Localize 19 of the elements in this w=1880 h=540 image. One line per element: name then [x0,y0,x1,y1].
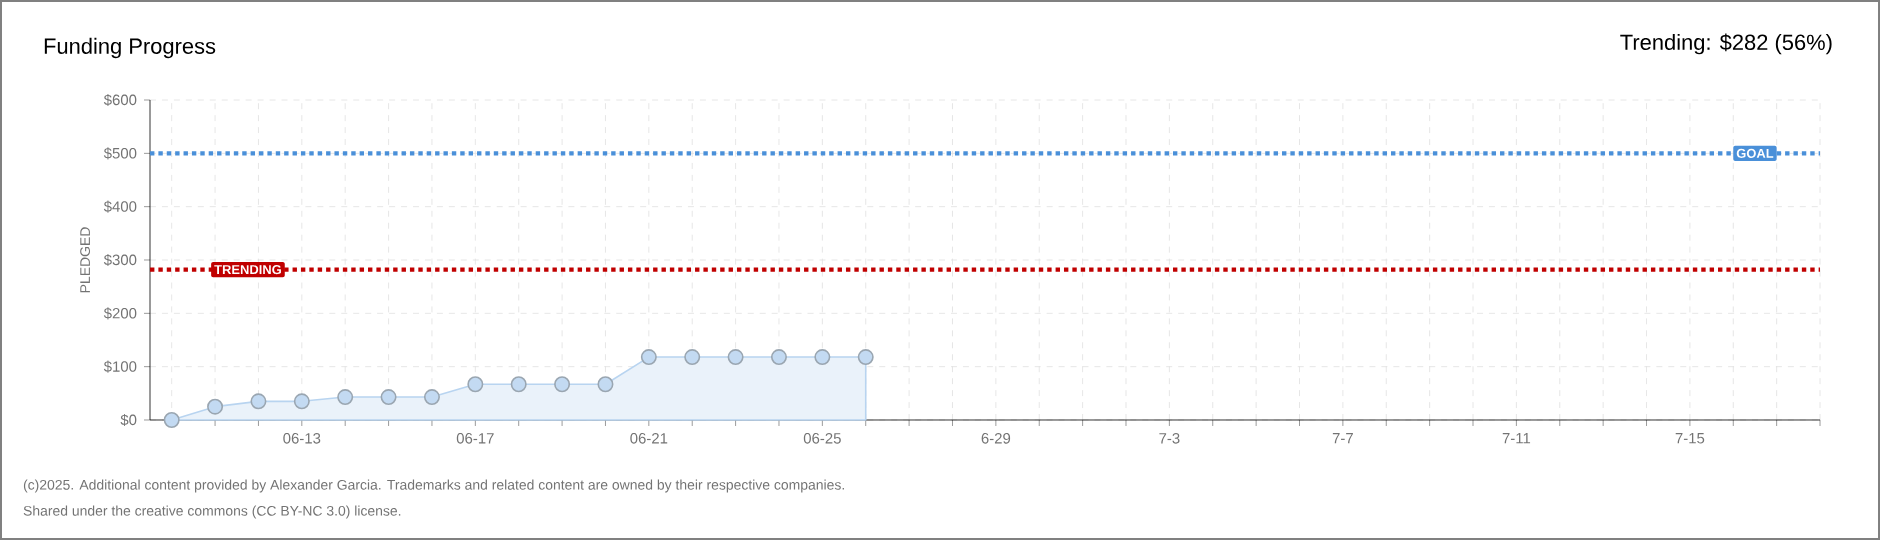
point [857,349,874,366]
point [380,389,397,406]
point [207,398,224,415]
point [423,389,440,406]
point [597,376,614,393]
chart-subtitle: Trending: $282 (56%) [1620,33,1832,55]
point [770,349,787,366]
point [467,376,484,393]
point [163,412,180,428]
point [640,349,657,366]
point [684,349,701,366]
point [337,389,354,406]
point [293,393,310,410]
point [814,349,831,366]
point [250,393,267,410]
chart-title: Funding Progress [44,37,216,59]
point [510,376,527,393]
point [554,376,571,393]
point [727,349,744,366]
